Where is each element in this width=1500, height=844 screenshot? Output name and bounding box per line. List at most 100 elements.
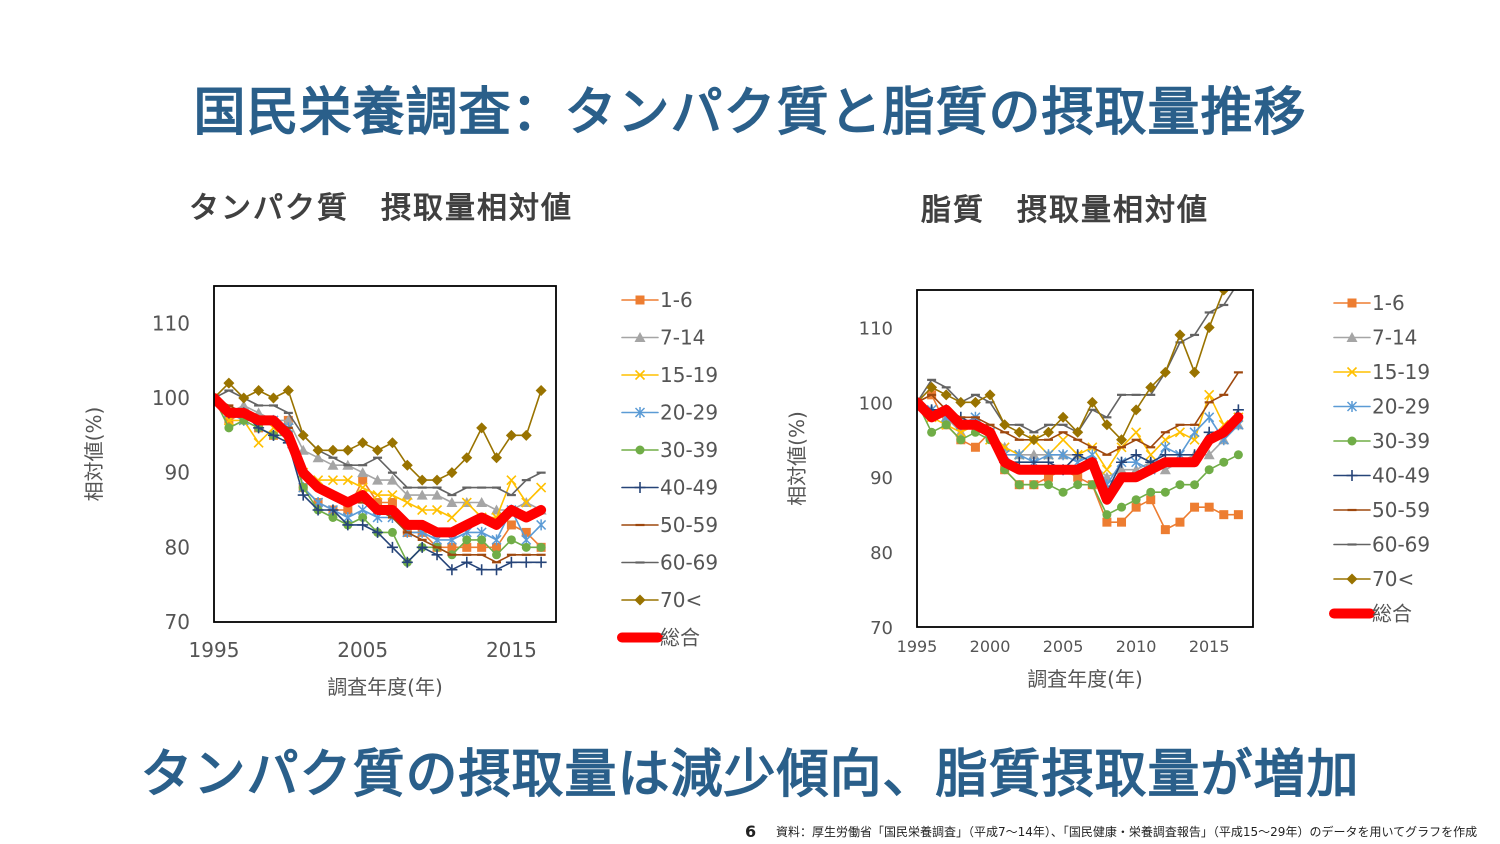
legend-label: 50-59 — [1372, 498, 1430, 522]
legend-marker — [634, 482, 646, 493]
legend-marker — [1346, 401, 1358, 412]
data-point — [223, 377, 235, 389]
legend-label: 総合 — [660, 626, 700, 650]
legend-label: 40-49 — [1372, 464, 1430, 488]
data-point — [969, 396, 981, 408]
data-point — [491, 564, 503, 576]
legend-label: 50-59 — [660, 513, 718, 537]
data-point — [492, 542, 502, 552]
x-tick-label: 2000 — [970, 637, 1011, 656]
data-point — [1204, 502, 1214, 512]
data-point — [1190, 502, 1200, 512]
data-point — [477, 542, 487, 552]
y-tick-label: 110 — [859, 318, 893, 339]
legend-marker — [635, 445, 645, 455]
data-point — [401, 489, 413, 500]
data-point — [1190, 480, 1200, 490]
data-point — [446, 497, 458, 508]
data-point — [446, 512, 457, 523]
data-point — [328, 512, 338, 522]
data-point — [476, 497, 488, 508]
data-point — [1174, 329, 1186, 341]
data-point — [446, 467, 458, 479]
legend-marker — [634, 594, 646, 606]
data-point — [1233, 510, 1243, 520]
series-line-70< — [917, 290, 1225, 441]
data-point — [461, 556, 473, 568]
data-point — [1189, 426, 1200, 438]
data-point — [1204, 465, 1214, 475]
data-point — [267, 392, 279, 404]
data-point — [476, 422, 488, 434]
data-point — [297, 489, 309, 501]
legend-marker — [1346, 366, 1358, 378]
data-point — [416, 474, 428, 486]
source-note: 資料：厚生労働省「国民栄養調査」（平成7〜14年）、「国民健康・栄養調査報告」（… — [776, 825, 1478, 839]
legend-label: 総合 — [1372, 602, 1412, 626]
data-point — [462, 535, 472, 545]
data-point — [1175, 517, 1185, 527]
data-point — [521, 497, 532, 508]
data-point — [476, 564, 488, 576]
data-point — [386, 437, 398, 449]
data-point — [1028, 449, 1040, 460]
data-point — [940, 389, 952, 401]
x-tick-label: 2010 — [1116, 637, 1157, 656]
data-point — [1014, 480, 1024, 490]
data-point — [447, 542, 457, 552]
data-point — [506, 535, 516, 545]
plot-frame — [916, 289, 1254, 628]
page-number: 6 — [745, 822, 757, 841]
legend-marker — [1346, 573, 1358, 585]
data-point — [446, 564, 458, 576]
data-point — [357, 437, 369, 449]
data-point — [1116, 456, 1128, 468]
data-point — [1146, 487, 1156, 497]
legend-marker — [634, 369, 646, 381]
data-point — [282, 385, 294, 397]
data-point — [431, 474, 443, 486]
data-point — [253, 385, 265, 397]
x-tick-label: 2015 — [1189, 637, 1230, 656]
data-point — [372, 490, 383, 501]
data-point — [1131, 495, 1141, 505]
data-point — [357, 467, 369, 478]
y-tick-label: 110 — [152, 311, 190, 335]
data-point — [1101, 419, 1113, 431]
data-point — [1116, 434, 1128, 446]
data-point — [1130, 449, 1142, 461]
data-point — [1175, 480, 1185, 490]
data-point — [955, 396, 967, 408]
data-point — [402, 497, 413, 508]
data-point — [1086, 396, 1098, 408]
data-point — [417, 504, 428, 516]
legend-label: 15-19 — [660, 363, 718, 387]
x-tick-label: 1995 — [189, 638, 240, 662]
data-point — [1058, 487, 1068, 497]
legend-marker — [634, 332, 646, 342]
data-point — [1072, 426, 1084, 438]
x-axis-label: 調査年度(年) — [327, 675, 443, 699]
data-point — [373, 498, 383, 508]
data-point — [327, 444, 339, 456]
data-point — [999, 419, 1011, 431]
plot-frame — [213, 285, 557, 623]
data-point — [1043, 472, 1053, 482]
data-point — [1203, 321, 1215, 333]
data-point — [297, 429, 309, 441]
y-tick-label: 70 — [165, 610, 190, 634]
data-point — [267, 429, 279, 441]
data-point — [1117, 517, 1127, 527]
legend-label: 60-69 — [1372, 533, 1430, 557]
data-point — [970, 442, 980, 452]
data-point — [372, 444, 384, 456]
y-tick-label: 100 — [859, 393, 893, 414]
legend-marker — [635, 295, 645, 305]
y-tick-label: 80 — [870, 543, 893, 564]
data-point — [327, 504, 339, 516]
data-point — [1159, 464, 1171, 475]
data-point — [1101, 464, 1112, 475]
data-point — [387, 527, 397, 537]
data-point — [984, 389, 996, 401]
x-axis-label: 調査年度(年) — [1027, 667, 1143, 691]
